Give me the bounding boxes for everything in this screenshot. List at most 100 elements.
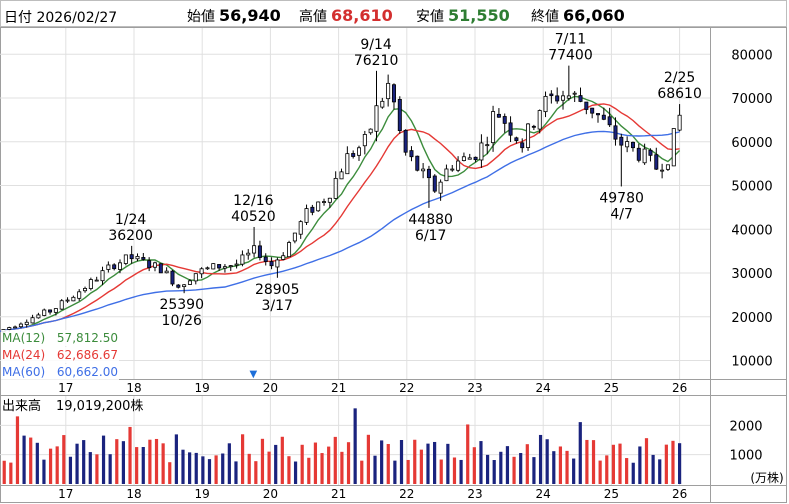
- candle-body: [316, 201, 321, 212]
- close-field: 終値 66,060: [531, 6, 625, 26]
- candle-body: [100, 270, 105, 282]
- volume-bar: [68, 456, 73, 484]
- candle-body: [671, 128, 676, 167]
- candle-body: [537, 110, 542, 130]
- volume-bar: [505, 446, 510, 484]
- volume-bar: [135, 447, 139, 484]
- volume-bar: [227, 443, 231, 484]
- candle-body: [164, 270, 169, 274]
- volume-bar: [9, 462, 13, 484]
- volume-bar: [466, 424, 470, 484]
- volume-bar: [360, 460, 364, 484]
- volume-bar: [678, 443, 682, 484]
- candle-body: [426, 168, 431, 179]
- date-tick-label: 26: [672, 381, 687, 395]
- price-tick-label: 50000: [731, 180, 772, 195]
- candle-body: [619, 136, 624, 146]
- candle-body: [590, 107, 595, 114]
- candle-body: [275, 259, 280, 268]
- volume-bar: [320, 453, 324, 484]
- candle-body: [246, 252, 251, 256]
- volume-bar: [558, 446, 563, 484]
- price-tick-label: 30000: [731, 267, 772, 282]
- candle-body: [508, 122, 513, 136]
- volume-bar: [82, 440, 86, 484]
- candle-body: [613, 125, 618, 140]
- volume-bar: [499, 451, 503, 484]
- peak-value-label: 40520: [231, 209, 276, 225]
- volume-bar: [115, 439, 119, 484]
- volume-bar: [267, 451, 271, 484]
- candle-body: [71, 296, 76, 302]
- volume-bar: [154, 438, 159, 484]
- date-tick-label: 20: [263, 381, 278, 395]
- trough-value-label: 25390: [159, 297, 204, 313]
- volume-bar: [658, 459, 662, 484]
- price-tick-label: 40000: [731, 223, 772, 238]
- ma-legend-value: 57,812.50: [57, 331, 118, 345]
- volume-legend-label: 出来高: [2, 398, 41, 414]
- ma-legend-name: MA(24): [2, 348, 45, 362]
- volume-bar: [22, 435, 26, 484]
- candle-body: [59, 300, 64, 310]
- volume-date-tick-label: 22: [399, 487, 414, 501]
- date-tick-label: 21: [331, 381, 346, 395]
- candle-body: [48, 309, 53, 313]
- candle-body: [561, 95, 566, 101]
- volume-bar: [194, 452, 198, 484]
- open-field: 始値 56,940: [187, 6, 281, 26]
- candle-body: [13, 326, 18, 329]
- candle-body: [304, 208, 309, 223]
- ma-legend-value: 60,662.00: [57, 365, 118, 379]
- peak-date-label: 2/25: [664, 70, 695, 86]
- peak-value-label: 76210: [354, 53, 399, 69]
- volume-bar: [380, 440, 384, 484]
- candle-body: [228, 265, 233, 268]
- candle-body: [467, 157, 472, 160]
- candle-body: [135, 255, 140, 260]
- candle-body: [170, 270, 175, 285]
- date-axis-frame: [0, 379, 787, 396]
- trough-date-label: 4/7: [610, 206, 633, 222]
- volume-bar: [141, 446, 145, 484]
- volume-bar: [373, 455, 377, 484]
- volume-tick-label: 1000: [729, 449, 762, 464]
- date-tick-label: 25: [604, 381, 619, 395]
- volume-bar: [459, 459, 463, 484]
- volume-bar: [525, 444, 529, 484]
- volume-bar: [108, 454, 112, 484]
- candle-body: [94, 279, 99, 282]
- candle-body: [566, 95, 571, 99]
- volume-bar: [353, 408, 357, 484]
- volume-bar: [433, 441, 437, 484]
- ma-legend-bg: [1, 347, 119, 363]
- candle-body: [292, 232, 297, 242]
- candle-body: [496, 113, 501, 118]
- candle-body: [543, 95, 548, 113]
- candle-body: [187, 280, 192, 285]
- volume-bar: [214, 455, 218, 484]
- candle-body: [473, 156, 478, 161]
- candle-body: [123, 254, 128, 264]
- volume-bar: [386, 443, 390, 484]
- volume-bar: [128, 426, 132, 484]
- volume-bar: [439, 459, 443, 484]
- volume-bar: [42, 459, 46, 484]
- peak-date-label: 12/16: [233, 193, 273, 209]
- ma-legend-bg: [1, 330, 119, 346]
- candle-body: [607, 116, 612, 126]
- peak-date-label: 9/14: [360, 37, 392, 53]
- candle-body: [217, 264, 222, 269]
- candle-body: [432, 175, 437, 192]
- volume-bar: [307, 457, 311, 484]
- trough-date-label: 10/26: [162, 313, 202, 329]
- date-label: 日付: [4, 10, 32, 26]
- candle-body: [158, 263, 163, 274]
- volume-date-tick-label: 26: [672, 487, 687, 501]
- candle-body: [421, 168, 426, 172]
- bottom-axis-frame: [0, 485, 787, 503]
- low-label: 安値: [416, 9, 444, 25]
- candle-body: [83, 288, 88, 292]
- volume-bar: [188, 452, 192, 484]
